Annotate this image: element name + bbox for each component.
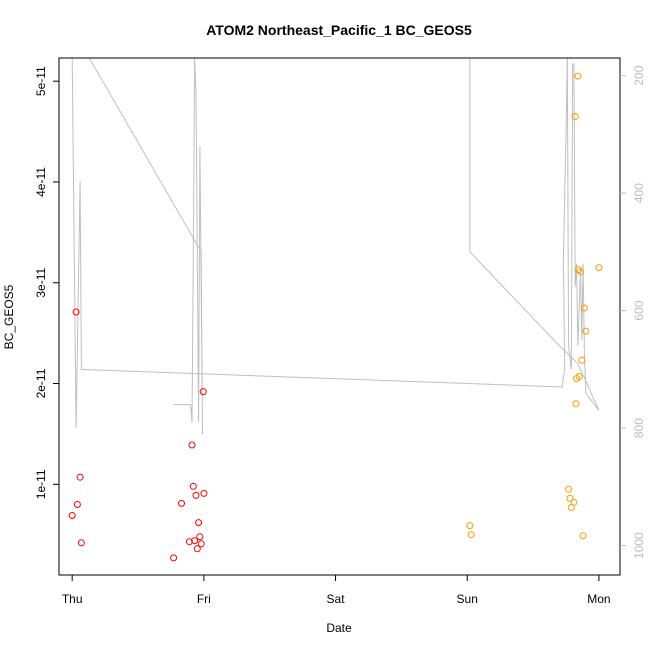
- data-point: [575, 373, 583, 380]
- right-tick-label: 800: [632, 418, 646, 438]
- pressure-line: [71, 57, 600, 435]
- y-tick-label: 5e-11: [34, 66, 48, 96]
- right-tick-label: 200: [632, 65, 646, 85]
- data-point: [193, 545, 201, 553]
- x-tick-label: Sat: [327, 592, 346, 606]
- data-point: [178, 499, 185, 507]
- data-point: [72, 308, 80, 316]
- data-point: [575, 266, 582, 274]
- data-point: [572, 400, 580, 408]
- data-point: [565, 485, 573, 493]
- x-tick-label: Sun: [457, 592, 478, 606]
- y-axis: 1e-11 2e-11 3e-11 4e-11 5e-11: [34, 66, 59, 499]
- right-axis: 200 400 600 800 1000: [620, 65, 646, 559]
- x-axis: Thu Fri Sat Sun Mon: [62, 575, 611, 606]
- data-point: [595, 264, 603, 272]
- y-axis-label: BC_GEOS5: [2, 284, 16, 349]
- data-point: [68, 512, 76, 519]
- data-point: [191, 537, 199, 545]
- data-point: [77, 539, 85, 547]
- data-point: [580, 304, 588, 312]
- data-point: [467, 531, 475, 539]
- data-point: [582, 327, 590, 335]
- data-point: [170, 554, 178, 562]
- data-point: [185, 538, 193, 546]
- x-tick-label: Fri: [197, 592, 211, 606]
- x-tick-label: Thu: [62, 592, 83, 606]
- pressure-line-layer: [71, 57, 600, 435]
- data-point: [574, 72, 582, 80]
- data-point: [189, 482, 197, 490]
- data-point: [197, 540, 205, 548]
- right-tick-label: 600: [632, 300, 646, 320]
- data-point: [579, 532, 587, 540]
- data-point: [200, 489, 208, 497]
- data-points-layer: [68, 72, 603, 562]
- chart-title: ATOM2 Northeast_Pacific_1 BC_GEOS5: [206, 22, 472, 38]
- x-axis-label: Date: [326, 621, 352, 635]
- data-point: [578, 356, 586, 364]
- y-tick-label: 1e-11: [34, 469, 48, 499]
- data-point: [199, 388, 207, 396]
- y-tick-label: 2e-11: [34, 368, 48, 398]
- data-point: [577, 268, 584, 276]
- plot-frame: [58, 57, 621, 576]
- data-point: [466, 522, 474, 530]
- data-point: [570, 498, 578, 506]
- data-point: [196, 533, 204, 541]
- right-tick-label: 400: [632, 183, 646, 203]
- data-point: [192, 491, 200, 499]
- data-point: [73, 501, 81, 508]
- x-tick-label: Mon: [587, 592, 610, 606]
- y-tick-label: 4e-11: [34, 167, 48, 197]
- data-point: [566, 494, 574, 502]
- right-tick-label: 1000: [632, 532, 646, 559]
- data-point: [76, 473, 84, 481]
- data-point: [195, 519, 203, 527]
- data-point: [188, 441, 196, 449]
- y-tick-label: 3e-11: [34, 268, 48, 298]
- data-point: [571, 113, 579, 120]
